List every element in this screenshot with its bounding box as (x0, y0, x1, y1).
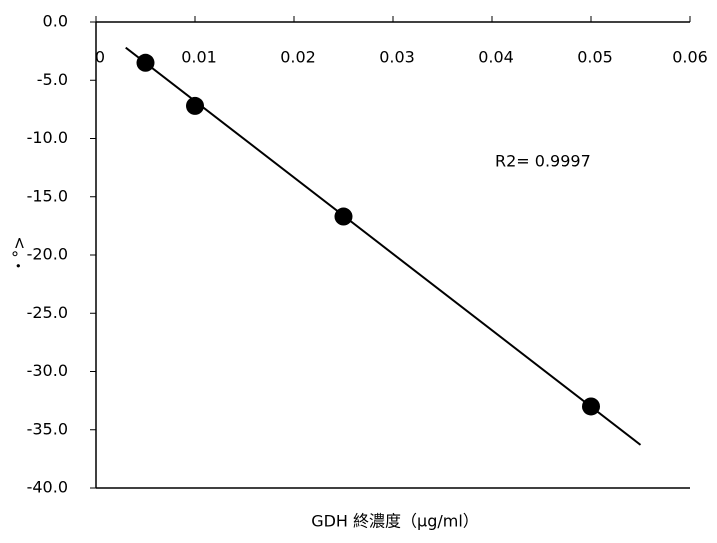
point (136, 53, 155, 72)
y-tick-label: -20.0 (27, 245, 68, 264)
y-tick-label: -30.0 (27, 361, 68, 380)
point (334, 207, 353, 226)
y-tick-label: -10.0 (27, 128, 68, 147)
x-tick-label: 0.03 (379, 48, 415, 67)
y-tick-label: -5.0 (37, 70, 68, 89)
point (186, 96, 204, 115)
trendline (125, 46, 642, 446)
y-tick-label: -15.0 (27, 186, 68, 205)
y-tick-label: -40.0 (27, 478, 68, 497)
x-tick-label: 0.05 (577, 48, 613, 67)
x-axis-label: GDH 終濃度（μg/ml） (311, 512, 479, 531)
x-tick-label: 0.06 (672, 48, 708, 67)
point (582, 397, 600, 416)
y-tick-label: -25.0 (27, 303, 68, 322)
y-tick-label: 0.0 (43, 12, 68, 31)
x-tick-label: 0.01 (181, 48, 217, 67)
x-tick-label: 0.02 (280, 48, 316, 67)
y-tick-label: -35.0 (27, 419, 68, 438)
x-tick-label: 0.04 (478, 48, 514, 67)
annotation: R2= 0.9997 (495, 152, 591, 171)
x-tick-label: 0 (95, 48, 105, 67)
y-axis-label: ・°> (10, 236, 29, 273)
